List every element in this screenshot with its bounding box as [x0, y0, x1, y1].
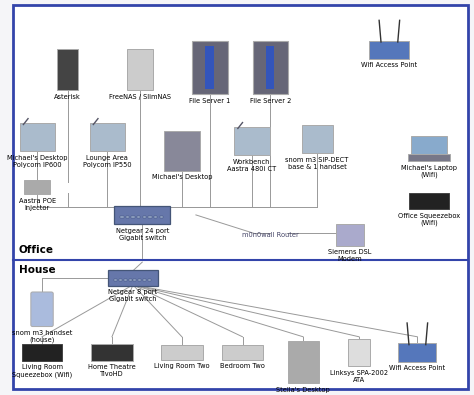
FancyBboxPatch shape — [369, 41, 410, 59]
FancyBboxPatch shape — [399, 344, 436, 361]
Text: Wifi Access Point: Wifi Access Point — [389, 365, 446, 371]
Text: Lounge Area
Polycom IP550: Lounge Area Polycom IP550 — [83, 155, 132, 168]
Bar — [126, 216, 129, 218]
Bar — [138, 278, 141, 280]
Bar — [143, 216, 146, 218]
Text: Office: Office — [18, 245, 54, 256]
Bar — [133, 278, 137, 280]
Text: Netgear 8 port
Gigabit switch: Netgear 8 port Gigabit switch — [109, 290, 157, 303]
Text: Living Room Two: Living Room Two — [154, 363, 210, 369]
FancyBboxPatch shape — [222, 346, 263, 359]
Text: Home Theatre
TivoHD: Home Theatre TivoHD — [88, 364, 136, 377]
FancyBboxPatch shape — [13, 6, 468, 389]
Bar — [154, 216, 157, 218]
Text: Michael's Desktop: Michael's Desktop — [152, 175, 212, 181]
FancyBboxPatch shape — [408, 154, 450, 161]
FancyBboxPatch shape — [302, 125, 332, 153]
Text: Michael's Laptop
(Wifi): Michael's Laptop (Wifi) — [401, 165, 457, 178]
Bar — [128, 278, 131, 280]
Bar — [160, 216, 163, 218]
Bar — [120, 216, 124, 218]
Text: Workbench
Aastra 480i CT: Workbench Aastra 480i CT — [227, 159, 276, 172]
FancyBboxPatch shape — [31, 292, 53, 327]
Bar — [148, 216, 152, 218]
Text: Netgear 24 port
Gigabit switch: Netgear 24 port Gigabit switch — [116, 228, 169, 241]
Text: Aastra POE
Injector: Aastra POE Injector — [19, 198, 56, 211]
FancyBboxPatch shape — [57, 49, 78, 90]
Bar — [119, 278, 122, 280]
FancyBboxPatch shape — [24, 181, 50, 194]
Text: Living Room
Squeezebox (Wifi): Living Room Squeezebox (Wifi) — [12, 364, 72, 378]
FancyBboxPatch shape — [234, 127, 270, 155]
FancyBboxPatch shape — [348, 339, 370, 367]
FancyBboxPatch shape — [161, 346, 203, 359]
Text: Bedroom Two: Bedroom Two — [220, 363, 265, 369]
Bar — [205, 46, 214, 89]
FancyBboxPatch shape — [127, 49, 153, 90]
Bar — [124, 278, 127, 280]
Text: File Server 1: File Server 1 — [189, 98, 230, 104]
Bar — [266, 46, 274, 89]
Text: snom m3 handset
(house): snom m3 handset (house) — [12, 330, 72, 343]
Bar — [137, 216, 140, 218]
Text: Asterisk: Asterisk — [55, 94, 81, 100]
Text: Office Squeezebox
(Wifi): Office Squeezebox (Wifi) — [398, 213, 460, 226]
Text: Michael's Desktop
Polycom IP600: Michael's Desktop Polycom IP600 — [7, 155, 68, 168]
Text: Linksys SPA-2002
ATA: Linksys SPA-2002 ATA — [330, 370, 388, 383]
FancyBboxPatch shape — [114, 206, 171, 224]
FancyBboxPatch shape — [164, 131, 200, 171]
FancyBboxPatch shape — [90, 123, 125, 151]
FancyBboxPatch shape — [19, 123, 55, 151]
Text: House: House — [18, 265, 55, 275]
Text: File Server 2: File Server 2 — [250, 98, 291, 104]
FancyBboxPatch shape — [108, 270, 158, 286]
FancyBboxPatch shape — [288, 342, 319, 383]
Text: Wifi Access Point: Wifi Access Point — [361, 62, 418, 68]
FancyBboxPatch shape — [91, 344, 133, 361]
FancyBboxPatch shape — [410, 135, 447, 155]
Text: snom m3 SIP-DECT
base & 1 handset: snom m3 SIP-DECT base & 1 handset — [285, 157, 349, 170]
Text: m0n0wall Router: m0n0wall Router — [242, 231, 299, 237]
Bar — [143, 278, 146, 280]
Text: Siemens DSL
Modem: Siemens DSL Modem — [328, 249, 372, 262]
FancyBboxPatch shape — [192, 41, 228, 94]
Bar — [148, 278, 151, 280]
Text: Stella's Desktop: Stella's Desktop — [276, 387, 330, 393]
FancyBboxPatch shape — [336, 224, 364, 246]
FancyBboxPatch shape — [409, 193, 449, 209]
Bar — [114, 278, 117, 280]
FancyBboxPatch shape — [253, 41, 288, 94]
FancyBboxPatch shape — [22, 344, 62, 361]
Bar — [131, 216, 135, 218]
Text: FreeNAS / SlimNAS: FreeNAS / SlimNAS — [109, 94, 171, 100]
